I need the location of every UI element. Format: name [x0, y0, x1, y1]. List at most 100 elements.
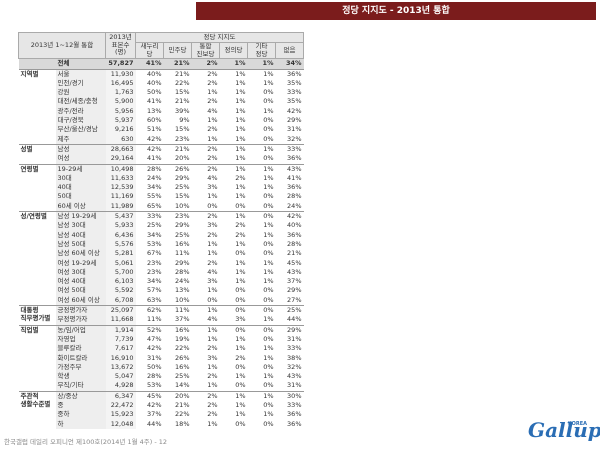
cell: 2% [235, 353, 246, 362]
cell: 37% [287, 277, 302, 286]
cell: 15% [175, 88, 190, 97]
cell: 1% [235, 267, 246, 276]
table-row: 대구/경북 5,937 60% 9% 1% 1% 0% 29% [19, 116, 304, 126]
cell: 52% [135, 324, 164, 335]
cell: 50% [147, 362, 162, 371]
cell: 11% [163, 305, 192, 316]
table-row: 부정평가자 11,668 11% 37% 4% 3% 1% 44% [19, 315, 304, 326]
cell: 2% [191, 68, 220, 79]
cell: 28% [287, 192, 302, 201]
cell: 36% [287, 154, 302, 163]
cell: 1% [247, 68, 276, 79]
row-label: 광주/전라 [55, 106, 106, 117]
sample-size: 6,103 [105, 277, 136, 287]
cell: 35% [287, 97, 302, 106]
cell: 1% [263, 372, 274, 381]
sample-size: 25,097 [105, 305, 136, 316]
table-row: 부산/울산/경남 9,216 51% 15% 2% 1% 0% 31% [19, 125, 304, 135]
row-label: 19-29세 [55, 163, 106, 174]
table-row: 여성 30대 5,700 23% 28% 4% 1% 1% 43% [19, 267, 304, 278]
cell: 10% [175, 201, 190, 210]
cell: 23% [163, 211, 192, 222]
cell: 0% [263, 192, 274, 201]
data-table: 2013년 1~12월 통합 2013년 표본수 (명) 정당 지지도 새누리당 민주… [18, 31, 304, 429]
cell: 1% [235, 97, 246, 106]
cell: 1% [263, 78, 274, 87]
cell: 40% [147, 78, 162, 87]
cell: 0% [235, 201, 246, 210]
row-label: 남성 60세 이상 [55, 249, 106, 259]
cell: 2% [207, 372, 218, 381]
cell: 0% [247, 324, 276, 335]
cell: 57% [147, 286, 162, 295]
cell: 11% [147, 315, 162, 324]
cell: 23% [175, 134, 190, 143]
group-label: 대통령 직무평가별 [18, 305, 56, 326]
row-label: 가정주부 [55, 362, 106, 373]
cell: 2% [207, 258, 218, 267]
cell: 1% [263, 183, 274, 192]
cell: 1% [263, 353, 274, 362]
cell: 1% [219, 68, 248, 79]
cell: 1% [235, 134, 246, 143]
cell: 38% [287, 353, 302, 362]
sample-size: 6,347 [105, 390, 136, 401]
table-row: 자영업 7,739 47% 19% 1% 1% 0% 31% [19, 334, 304, 345]
cell: 42% [287, 106, 302, 115]
cell: 2% [235, 173, 246, 182]
cell: 4% [207, 106, 218, 115]
cell: 44% [287, 315, 302, 324]
cell: 1% [263, 258, 274, 267]
cell: 1% [235, 344, 246, 353]
cell: 10% [175, 295, 190, 304]
row-label: 남성 19-29세 [55, 211, 106, 222]
cell: 31% [287, 381, 302, 390]
cell: 37% [175, 315, 190, 324]
group-label: 직업별 [18, 324, 56, 392]
sample-size: 5,576 [105, 239, 136, 250]
row-label: 남성 50대 [55, 239, 106, 250]
cell: 23% [147, 258, 162, 267]
sample-size: 6,708 [105, 295, 136, 306]
cell: 41% [147, 154, 162, 163]
cell: 34% [147, 230, 162, 239]
cell: 2% [191, 163, 220, 174]
cell: 36% [287, 183, 302, 192]
cell: 33% [287, 400, 302, 409]
table-row: 여성 19-29세 5,061 23% 29% 2% 1% 1% 45% [19, 258, 304, 268]
row-label: 부정평가자 [55, 315, 106, 326]
cell: 1% [235, 334, 246, 343]
cell: 20% [175, 154, 190, 163]
cell: 55% [147, 192, 162, 201]
cell: 27% [287, 295, 302, 304]
row-label: 블루칼라 [55, 344, 106, 354]
sample-size: 15,923 [105, 410, 136, 420]
table-row: 50대 11,169 55% 15% 1% 1% 0% 28% [19, 192, 304, 202]
cell: 25% [147, 221, 162, 230]
cell: 1% [235, 277, 246, 286]
cell: 0% [263, 286, 274, 295]
cell: 28% [135, 163, 164, 174]
cell: 1% [219, 143, 248, 155]
table-row: 하 12,048 44% 18% 1% 0% 0% 36% [19, 419, 304, 429]
table-row: 블루칼라 7,617 42% 22% 2% 1% 1% 33% [19, 344, 304, 354]
cell: 3% [207, 353, 218, 362]
table-row: 대통령 직무평가별 긍정평가자 25,097 62% 11% 1% 0% 0% 25% [18, 305, 304, 326]
cell: 21% [163, 68, 192, 79]
cell: 45% [135, 390, 164, 401]
sample-size: 29,164 [105, 154, 136, 165]
cell: 31% [287, 334, 302, 343]
cell: 1% [247, 163, 276, 174]
cell: 29% [175, 173, 190, 182]
cell: 15% [175, 192, 190, 201]
cell: 0% [263, 154, 274, 163]
cell: 31% [287, 125, 302, 134]
cell: 36% [287, 410, 302, 419]
cell: 25% [175, 183, 190, 192]
cell: 4% [207, 173, 218, 182]
cell: 19% [175, 334, 190, 343]
cell: 42% [147, 344, 162, 353]
cell: 33% [287, 344, 302, 353]
cell: 2% [235, 230, 246, 239]
